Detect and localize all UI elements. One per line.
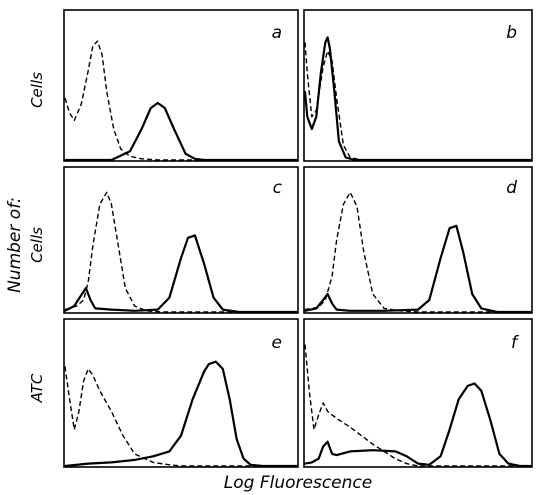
panel-f: f [303,318,533,468]
series-solid-c [63,234,299,314]
panel-label-b: b [506,23,517,43]
panel-frame-d [303,166,533,314]
panel-b: b [303,9,533,162]
panel-frame-e [63,318,299,468]
series-solid-b [303,36,533,162]
panel-frame-c [63,166,299,314]
series-solid-d [303,224,533,314]
series-dashed-e [64,366,297,467]
panel-frame-f [303,318,533,468]
panel-c: c [63,166,299,314]
panel-frame-a [63,9,299,162]
series-dashed-c [64,191,297,313]
series-solid-e [63,360,299,468]
x-axis-label: Log Fluorescence [224,473,372,493]
row-label-cells-middle: Cells [28,227,46,263]
series-dashed-a [64,40,297,161]
panel-label-a: a [272,23,282,43]
y-axis-label: Number of: [5,197,25,293]
row-label-atc: ATC [28,373,46,403]
panel-label-e: e [272,333,282,353]
row-label-cells-top: Cells [28,72,46,108]
panel-a: a [63,9,299,162]
panel-d: d [303,166,533,314]
panel-label-c: c [273,178,283,198]
series-solid-f [303,382,533,468]
panel-e: e [63,318,299,468]
panel-label-f: f [511,333,520,353]
panel-label-d: d [506,178,517,198]
series-dashed-d [304,191,531,313]
series-solid-a [63,101,299,162]
